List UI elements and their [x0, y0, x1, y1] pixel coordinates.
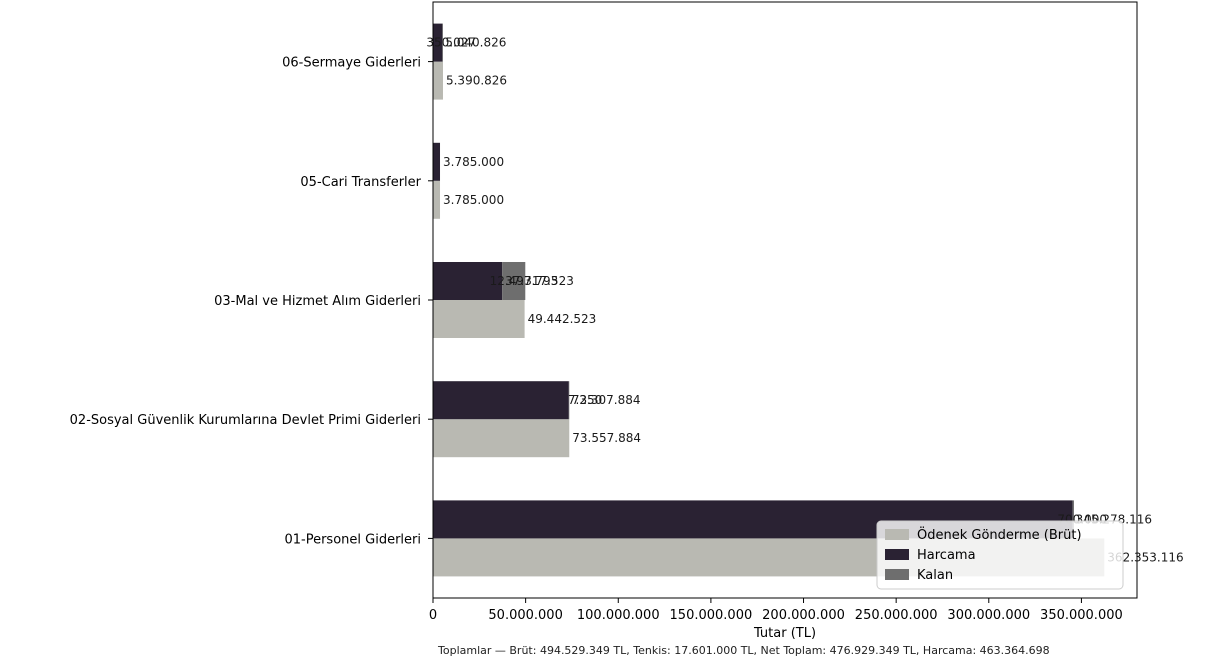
y-tick-label: 05-Cari Transferler	[300, 175, 421, 190]
data-label-harcama: 73.307.884	[572, 393, 641, 407]
x-tick-label: 100.000.000	[577, 608, 660, 623]
bars-layer	[433, 23, 1105, 577]
data-label-odenek: 49.442.523	[528, 312, 597, 326]
y-tick-label: 06-Sermaye Giderleri	[282, 56, 421, 71]
x-tick-label: 150.000.000	[670, 608, 753, 623]
y-tick-label: 03-Mal ve Hizmet Alım Giderleri	[214, 294, 421, 309]
data-label-odenek: 5.390.826	[446, 74, 507, 88]
totals-footnote: Toplamlar — Brüt: 494.529.349 TL, Tenkis…	[437, 644, 1050, 657]
x-tick-label: 300.000.000	[947, 608, 1030, 623]
legend: Ödenek Gönderme (Brüt) Harcama Kalan	[876, 520, 1124, 590]
x-tick-label: 250.000.000	[855, 608, 938, 623]
bar-kalan	[442, 23, 443, 62]
bar-kalan	[502, 262, 526, 300]
legend-swatch	[885, 529, 909, 540]
legend-label: Kalan	[917, 568, 953, 583]
bar-kalan	[1072, 500, 1074, 539]
legend-swatch	[885, 569, 909, 580]
legend-box	[876, 520, 1124, 590]
x-tick-label: 200.000.000	[762, 608, 845, 623]
data-label-odenek: 3.785.000	[443, 193, 504, 207]
legend-swatch	[885, 549, 909, 560]
bar-harcama	[433, 381, 569, 420]
bar-harcama	[433, 23, 443, 62]
bar-harcama	[433, 142, 441, 181]
y-tick-label: 02-Sosyal Güvenlik Kurumlarına Devlet Pr…	[70, 413, 421, 428]
x-axis: 0 50.000.000 100.000.000 150.000.000 200.000…	[429, 598, 1123, 623]
bar-odenek-brut	[433, 61, 443, 100]
bar-odenek-brut	[433, 419, 570, 458]
x-axis-title: Tutar (TL)	[753, 626, 816, 641]
data-label-odenek: 73.557.884	[572, 431, 641, 445]
data-label-kalan: 7.250	[568, 393, 602, 407]
bar-harcama	[433, 262, 503, 300]
data-label-harcama: 5.040.826	[445, 36, 506, 50]
data-label-kalan: 350.027	[426, 36, 476, 50]
data-label-kalan: 12.497.793	[490, 274, 559, 288]
x-tick-label: 350.000.000	[1040, 608, 1123, 623]
data-labels-layer: 362.353.116345.278.116700.00073.557.8847…	[426, 36, 1183, 565]
data-label-odenek: 362.353.116	[1107, 550, 1183, 564]
y-tick-label: 01-Personel Giderleri	[284, 532, 421, 547]
x-tick-label: 50.000.000	[488, 608, 562, 623]
legend-label: Ödenek Gönderme (Brüt)	[917, 526, 1082, 543]
x-tick-label: 0	[429, 608, 437, 623]
data-label-harcama: 3.785.000	[443, 155, 504, 169]
data-label-harcama: 37.317.523	[505, 274, 574, 288]
legend-label: Harcama	[917, 548, 976, 563]
y-axis: 01-Personel Giderleri 02-Sosyal Güvenlik …	[70, 56, 433, 547]
bar-odenek-brut	[433, 180, 441, 219]
bar-odenek-brut	[433, 300, 525, 338]
